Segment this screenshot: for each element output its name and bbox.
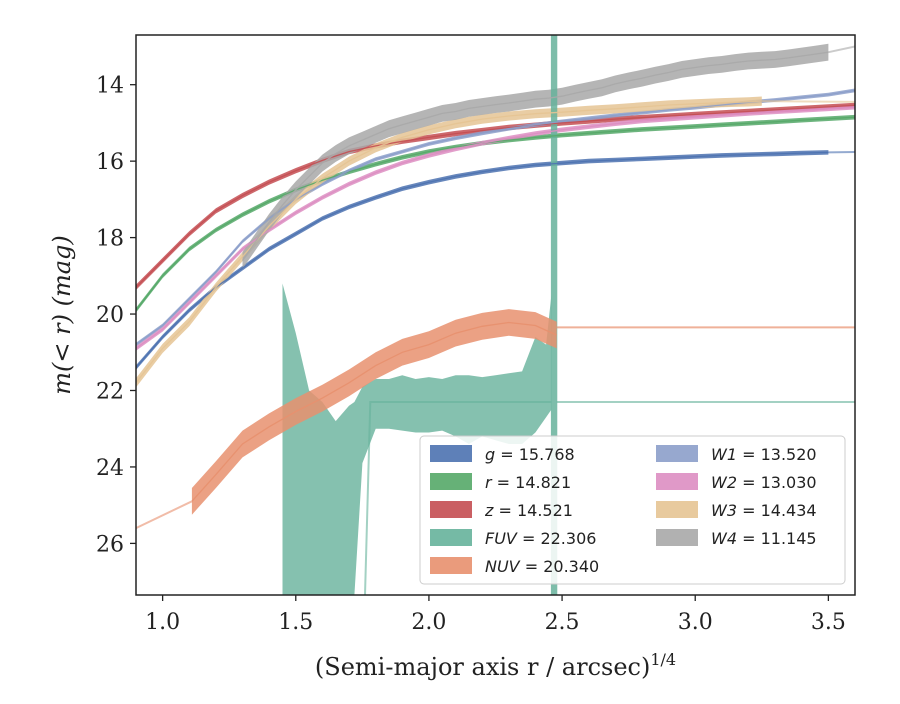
- x-axis-ticks: 1.0 1.5 2.0 2.5 3.0 3.5: [145, 595, 846, 635]
- legend-label: W4 = 11.145: [711, 529, 817, 548]
- y-tick-label: 24: [96, 456, 124, 481]
- legend-swatch: [656, 445, 698, 462]
- trend-w3: [762, 101, 855, 102]
- legend-entry-r: r = 14.821: [430, 473, 571, 492]
- legend-entry-w3: W3 = 14.434: [656, 501, 817, 520]
- legend-label: g = 15.768: [485, 445, 575, 464]
- line-r: [136, 117, 855, 310]
- legend-label: W3 = 14.434: [711, 501, 817, 520]
- legend-swatch: [430, 445, 472, 462]
- y-tick-label: 16: [96, 150, 124, 175]
- legend-label: NUV = 20.340: [485, 557, 599, 576]
- legend-entry-fuv: FUV = 22.306: [430, 529, 596, 548]
- y-tick-label: 26: [96, 532, 124, 557]
- legend-swatch: [430, 501, 472, 518]
- legend-entry-z: z = 14.521: [430, 501, 573, 520]
- legend-entry-w4: W4 = 11.145: [656, 529, 817, 548]
- legend-swatch: [656, 501, 698, 518]
- y-tick-label: 18: [96, 227, 124, 252]
- x-tick-label: 1.5: [278, 610, 313, 635]
- legend-swatch: [656, 529, 698, 546]
- y-tick-label: 22: [96, 379, 124, 404]
- legend-label: W1 = 13.520: [711, 445, 817, 464]
- legend-swatch: [430, 529, 472, 546]
- trend-nuv: [136, 501, 192, 528]
- y-axis-ticks: 14 16 18 20 22 24 26: [96, 74, 136, 558]
- legend-label: W2 = 13.030: [711, 473, 817, 492]
- legend-label: z = 14.521: [484, 501, 573, 520]
- legend: g = 15.768 r = 14.821 z = 14.521 FUV = 22.3…: [420, 436, 845, 584]
- x-tick-label: 3.5: [811, 610, 846, 635]
- legend-label: FUV = 22.306: [485, 529, 596, 548]
- x-axis-label: (Semi-major axis r / arcsec)1/4: [315, 650, 676, 681]
- legend-swatch: [656, 473, 698, 490]
- x-axis-label-text: (Semi-major axis r / arcsec): [315, 653, 650, 681]
- legend-swatch: [430, 557, 472, 574]
- x-tick-label: 3.0: [678, 610, 713, 635]
- legend-entry-g: g = 15.768: [430, 445, 575, 464]
- x-tick-label: 1.0: [145, 610, 180, 635]
- y-tick-label: 20: [96, 303, 124, 328]
- legend-entry-nuv: NUV = 20.340: [430, 557, 599, 576]
- trend-w4: [828, 47, 855, 53]
- x-axis-label-superscript: 1/4: [650, 650, 676, 669]
- legend-label: r = 14.821: [485, 473, 571, 492]
- y-tick-label: 14: [96, 74, 124, 99]
- legend-swatch: [430, 473, 472, 490]
- x-tick-label: 2.5: [545, 610, 580, 635]
- y-axis-label: m(< r) (mag): [48, 235, 76, 394]
- legend-entry-w1: W1 = 13.520: [656, 445, 817, 464]
- x-tick-label: 2.0: [411, 610, 446, 635]
- legend-entry-w2: W2 = 13.030: [656, 473, 817, 492]
